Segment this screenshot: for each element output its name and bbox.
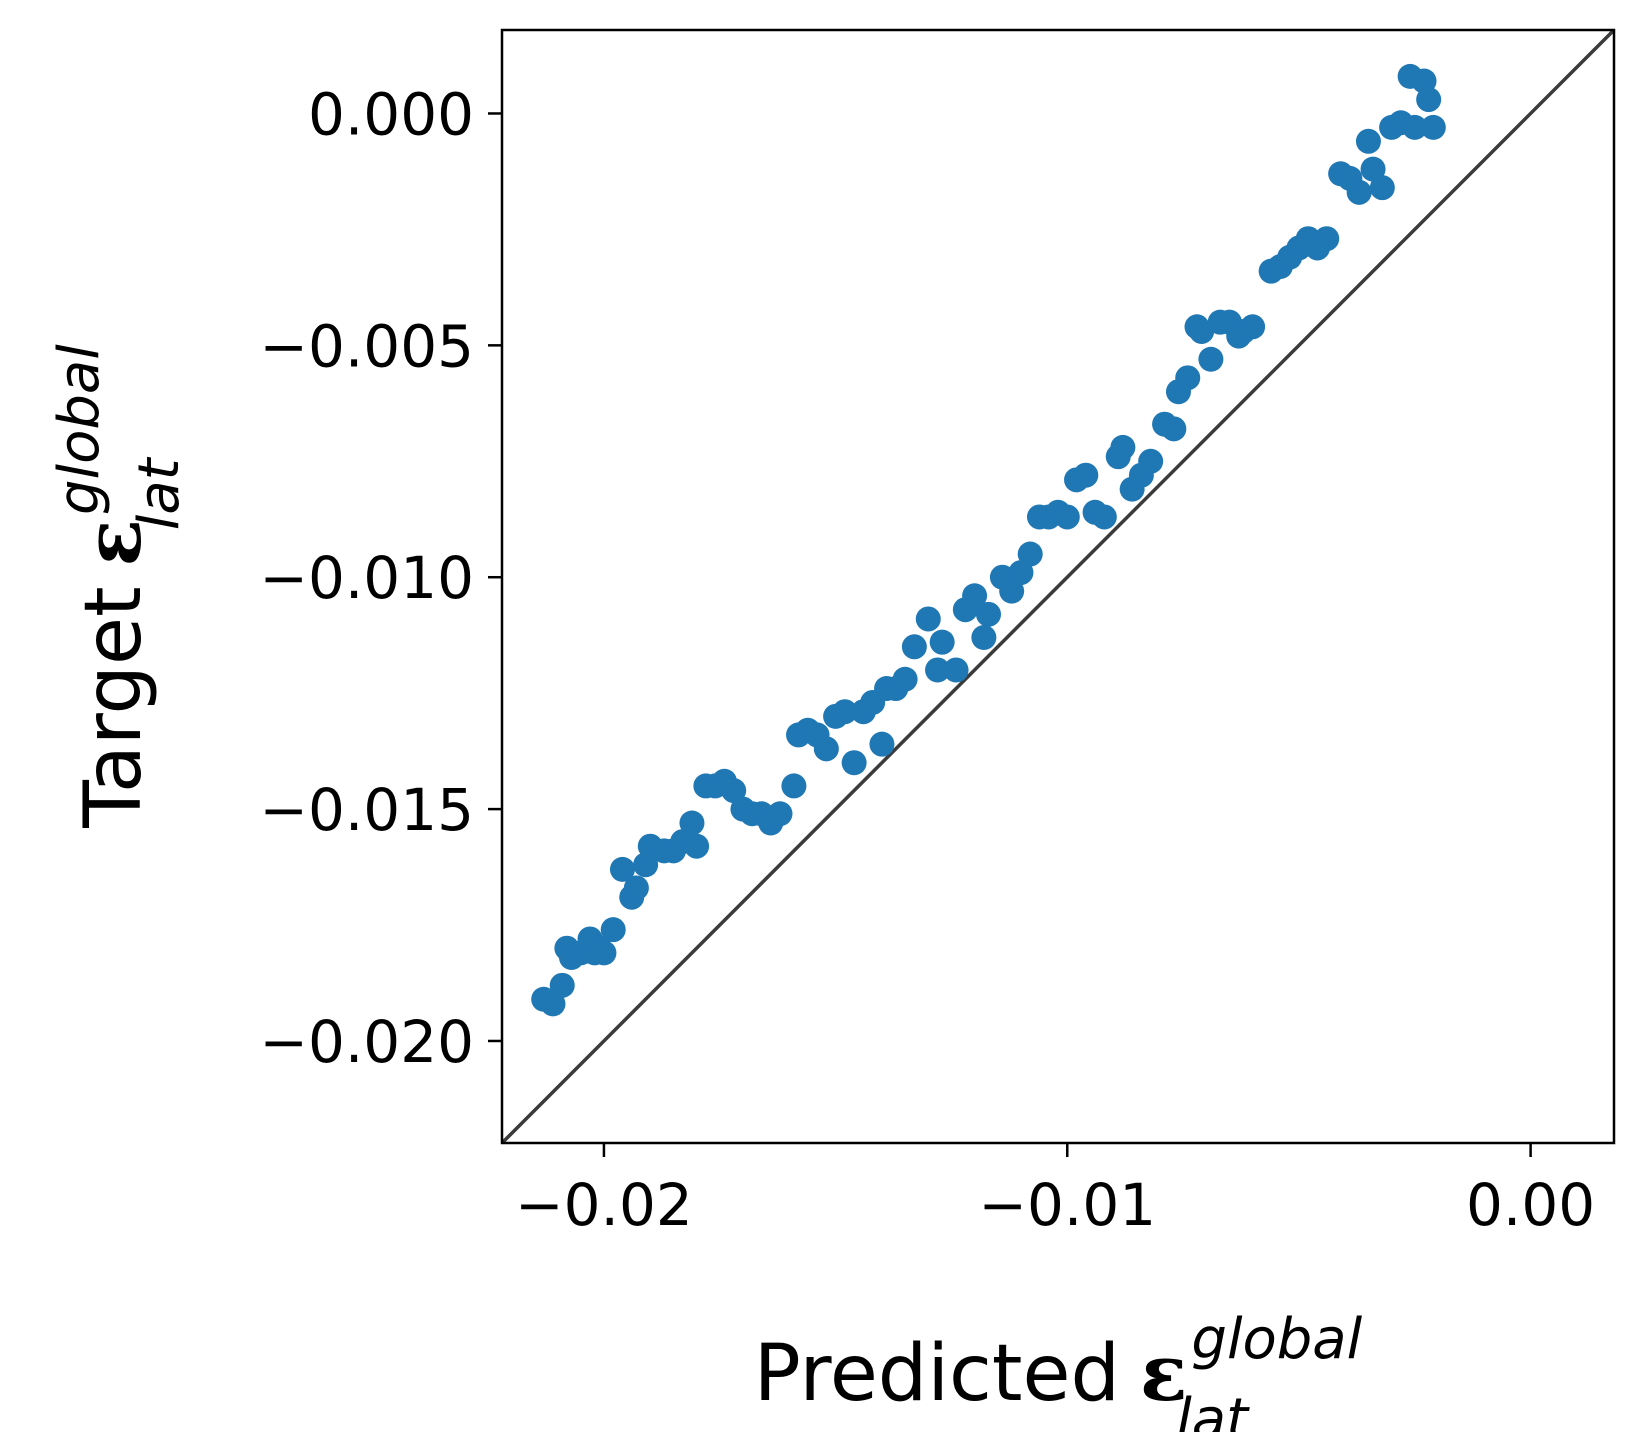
data-point — [999, 578, 1025, 604]
data-points — [531, 63, 1446, 1017]
data-point — [841, 750, 867, 776]
data-point — [892, 666, 918, 692]
data-point — [591, 940, 617, 966]
data-point — [915, 606, 941, 632]
x-axis-title-symbol: ε — [1140, 1328, 1187, 1419]
data-point — [832, 699, 858, 725]
data-point — [1189, 318, 1215, 344]
data-point — [1175, 365, 1201, 391]
data-point — [679, 810, 705, 836]
data-point — [781, 773, 807, 799]
y-axis-ticks: 0.000 −0.005 −0.010 −0.015 −0.020 — [259, 80, 502, 1076]
data-point — [767, 801, 793, 827]
data-point — [901, 634, 927, 660]
data-point — [976, 601, 1001, 627]
y-axis-title-superscript: global — [47, 344, 112, 515]
data-point — [1017, 541, 1043, 567]
x-tick-label: 0.00 — [1466, 1171, 1595, 1239]
data-point — [1314, 226, 1340, 252]
data-point — [1420, 114, 1446, 140]
data-point — [600, 917, 626, 943]
y-tick-label: −0.015 — [259, 776, 474, 844]
data-point — [1355, 128, 1381, 154]
plot-frame — [500, 28, 1616, 1145]
data-point — [1161, 416, 1187, 442]
x-axis-title-superscript: global — [1191, 1307, 1362, 1372]
x-axis-ticks: −0.02 −0.01 0.00 — [515, 1143, 1595, 1239]
y-tick-label: −0.010 — [259, 544, 474, 612]
data-point — [540, 991, 566, 1017]
data-point — [721, 778, 747, 804]
data-point — [1138, 448, 1164, 474]
y-axis-title: Target εglobal lat — [47, 344, 192, 829]
data-point — [971, 625, 997, 651]
y-tick-label: −0.005 — [259, 312, 474, 380]
x-tick-label: −0.01 — [978, 1171, 1156, 1239]
data-point — [609, 856, 635, 882]
reference-line-y-equals-x — [500, 28, 1616, 1145]
data-point — [1369, 175, 1395, 201]
x-axis-title-text: Predicted — [754, 1329, 1120, 1419]
data-point — [1416, 87, 1442, 113]
data-point — [813, 736, 839, 762]
data-point — [1240, 314, 1266, 340]
x-axis-title: Predicted εglobal lat — [754, 1307, 1363, 1432]
data-point — [1073, 462, 1099, 488]
y-axis-title-text: Target — [69, 586, 159, 828]
y-tick-label: 0.000 — [308, 80, 474, 148]
data-point — [1360, 156, 1386, 182]
x-tick-label: −0.02 — [515, 1171, 693, 1239]
data-point — [1346, 179, 1372, 205]
data-point — [943, 657, 969, 683]
data-point — [549, 972, 575, 998]
data-point — [869, 731, 895, 757]
data-point — [623, 875, 649, 901]
data-point — [929, 629, 955, 655]
data-point — [1110, 434, 1136, 460]
data-point — [1054, 504, 1080, 530]
y-axis-title-symbol: ε — [68, 519, 159, 566]
data-point — [925, 657, 951, 683]
y-axis-title-subscript: lat — [127, 456, 192, 530]
y-tick-label: −0.020 — [259, 1008, 474, 1076]
data-point — [1198, 346, 1224, 372]
data-point — [962, 583, 988, 609]
x-axis-title-subscript: lat — [1176, 1387, 1250, 1432]
data-point — [684, 833, 710, 859]
data-point — [1008, 560, 1034, 586]
data-point — [1402, 114, 1428, 140]
data-point — [1091, 504, 1117, 530]
